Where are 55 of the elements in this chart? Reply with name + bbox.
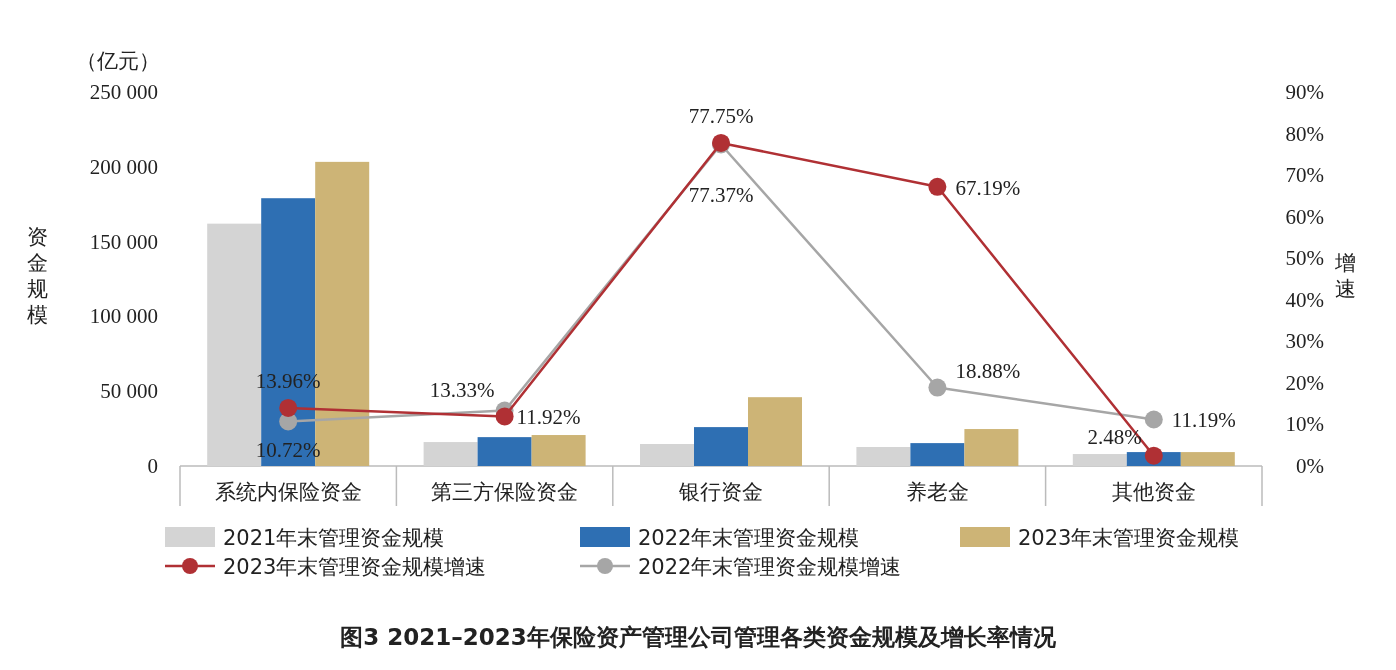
text: 图3 2021–2023年保险资产管理公司管理各类资金规模及增长率情况 <box>340 624 1057 650</box>
data-label: 77.75% <box>688 103 754 128</box>
bar <box>964 429 1019 466</box>
x-tick-label: 银行资金 <box>678 480 763 504</box>
y2-tick-label: 60% <box>1285 204 1324 229</box>
y2-tick-label: 80% <box>1285 121 1324 146</box>
y2-tick-label: 30% <box>1285 329 1324 354</box>
y2-tick-label: 10% <box>1285 412 1324 437</box>
data-label: 18.88% <box>955 358 1021 383</box>
point <box>928 177 947 196</box>
y2-tick-label: 90% <box>1285 80 1324 104</box>
legend-label: 2023年末管理资金规模增速 <box>223 555 487 579</box>
x-tick-label: 第三方保险资金 <box>431 480 579 504</box>
y2-axis-title: 增速 <box>1333 251 1356 301</box>
legend-label: 2021年末管理资金规模 <box>223 526 445 550</box>
bar <box>694 427 748 466</box>
bar <box>640 444 694 466</box>
y-axis-title: 资金规模 <box>26 225 48 327</box>
y2-tick-label: 70% <box>1285 163 1324 188</box>
x-tick-label: 养老金 <box>905 480 969 504</box>
legend-label: 2022年末管理资金规模增速 <box>638 555 902 579</box>
data-label: 11.92% <box>516 405 581 430</box>
y2-tick-label: 0% <box>1296 454 1324 478</box>
y2-tick-label: 20% <box>1285 370 1324 395</box>
y2-tick-label: 40% <box>1285 287 1324 312</box>
bar <box>910 443 965 466</box>
data-label: 13.33% <box>429 377 495 402</box>
point <box>495 407 514 426</box>
legend-label: 2023年末管理资金规模 <box>1018 526 1240 550</box>
y-tick-label: 0 <box>147 454 158 478</box>
bar <box>531 435 586 466</box>
x-tick-label: 系统内保险资金 <box>214 480 362 504</box>
bar <box>748 397 802 466</box>
x-tick-label: 其他资金 <box>1111 480 1196 504</box>
data-label: 11.19% <box>1171 408 1236 433</box>
legend-label: 2022年末管理资金规模 <box>638 526 860 550</box>
y-tick-label: 50 000 <box>100 379 158 404</box>
text: （亿元） <box>76 49 160 73</box>
bar <box>477 437 532 466</box>
bar <box>1180 452 1235 466</box>
y2-tick-label: 50% <box>1285 246 1324 271</box>
point <box>279 398 298 417</box>
bar <box>856 447 911 466</box>
point <box>928 378 947 397</box>
bar <box>1072 454 1127 466</box>
data-label: 67.19% <box>955 175 1021 200</box>
point <box>1144 446 1163 465</box>
y-tick-label: 100 000 <box>89 304 158 329</box>
y-tick-label: 150 000 <box>89 229 158 254</box>
y-tick-label: 200 000 <box>89 154 158 179</box>
data-label: 77.37% <box>688 183 754 208</box>
bar <box>423 442 478 466</box>
y-tick-label: 250 000 <box>89 80 158 104</box>
data-label: 2.48% <box>1087 424 1142 449</box>
point <box>1144 410 1163 429</box>
